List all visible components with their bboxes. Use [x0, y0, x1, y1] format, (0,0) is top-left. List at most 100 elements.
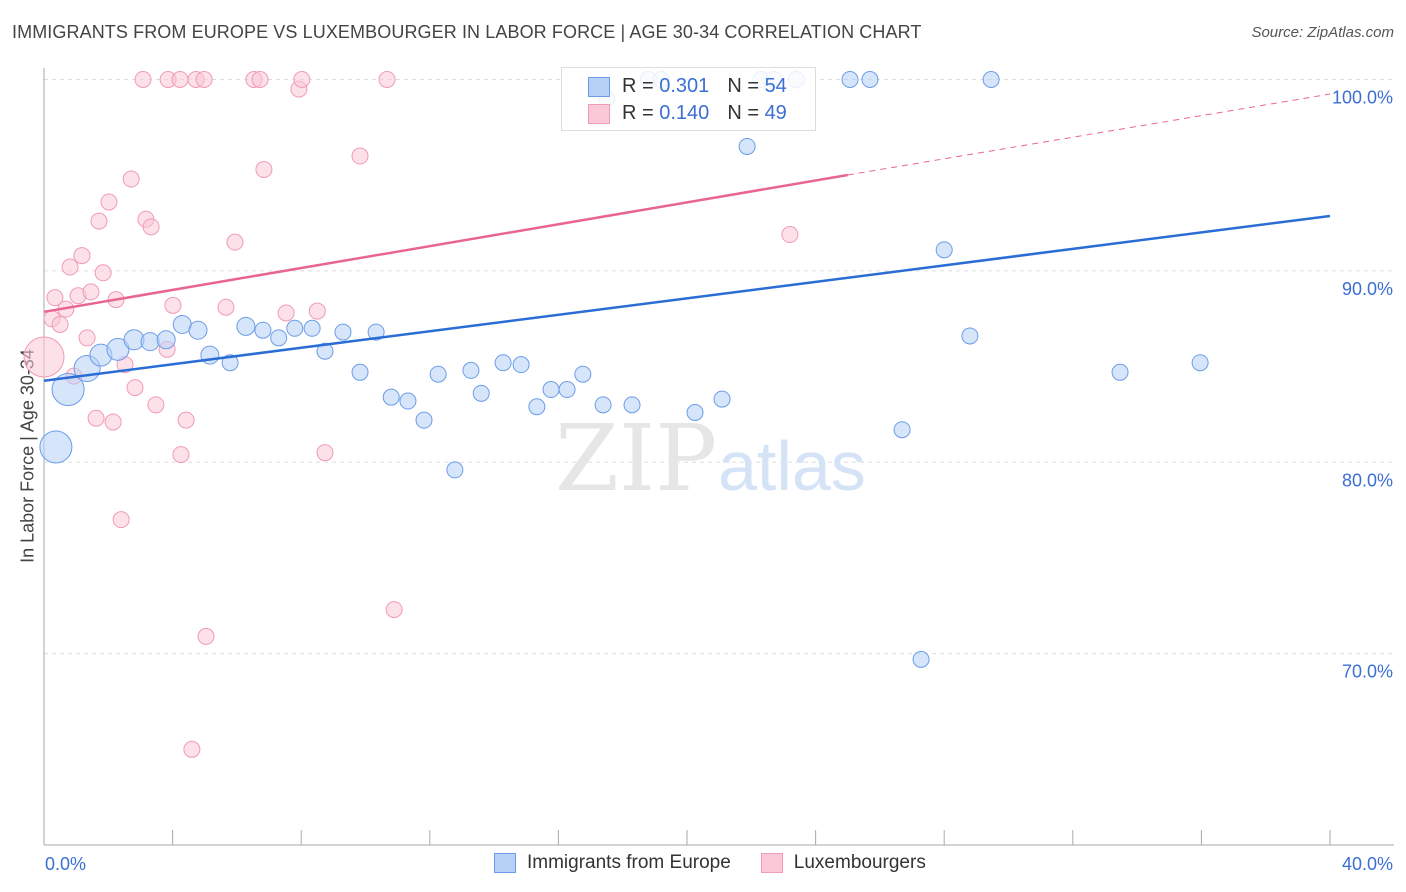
europe-point — [686, 403, 704, 421]
luxembourger-point — [293, 71, 311, 88]
europe-point — [494, 354, 512, 372]
europe-point — [39, 430, 73, 464]
luxembourger-point — [781, 226, 799, 244]
luxembourger-point — [177, 411, 195, 429]
r-label: R = — [622, 75, 654, 97]
europe-point — [429, 365, 447, 383]
europe-point — [893, 421, 911, 439]
europe-point — [912, 650, 930, 668]
luxembourger-trend-extension — [847, 93, 1331, 176]
luxembourger-point — [195, 71, 213, 88]
x-tick-label: 40.0% — [1342, 854, 1393, 874]
europe-point — [415, 411, 433, 429]
europe-point — [286, 319, 304, 337]
europe-point — [156, 330, 176, 350]
y-tick-label: 100.0% — [1332, 88, 1393, 108]
luxembourger-point — [82, 283, 100, 301]
europe-point — [140, 332, 160, 352]
europe-point — [982, 71, 1000, 88]
europe-point — [594, 396, 612, 414]
legend-swatch-europe — [494, 853, 516, 873]
luxembourger-point — [78, 329, 96, 347]
luxembourger-point — [147, 396, 165, 414]
n-label: N = — [727, 102, 759, 124]
chart-title: IMMIGRANTS FROM EUROPE VS LUXEMBOURGER I… — [12, 22, 922, 42]
legend-swatch-luxembourgers — [760, 853, 783, 873]
europe-point — [738, 137, 756, 155]
luxembourger-point — [171, 71, 189, 88]
r-value-luxembourgers: 0.140 — [659, 102, 710, 124]
luxembourger-point — [251, 71, 269, 88]
europe-point — [51, 373, 85, 407]
luxembourger-point — [122, 170, 140, 188]
y-tick-label: 70.0% — [1342, 662, 1393, 682]
luxembourger-point — [100, 193, 118, 211]
europe-trend-line — [43, 214, 1331, 382]
luxembourger-point — [126, 379, 144, 397]
europe-point — [303, 319, 321, 337]
luxembourger-point — [255, 160, 273, 178]
europe-point — [512, 356, 530, 374]
n-value-europe: 54 — [764, 75, 787, 97]
luxembourger-point — [104, 413, 122, 431]
luxembourger-trend-line — [43, 173, 848, 314]
europe-point — [558, 381, 576, 399]
europe-point — [935, 241, 953, 259]
luxembourger-point — [351, 147, 369, 165]
europe-point — [382, 388, 400, 406]
legend-row-europe: R = 0.301 N = 54 — [588, 75, 787, 98]
europe-point — [574, 365, 592, 383]
chart-source: Source: ZipAtlas.com — [1251, 24, 1394, 41]
europe-point — [542, 381, 560, 399]
legend-label-europe: Immigrants from Europe — [527, 852, 731, 873]
europe-point — [188, 320, 208, 340]
europe-point — [462, 361, 480, 379]
luxembourger-point — [308, 302, 326, 320]
europe-point — [334, 323, 352, 341]
luxembourger-point — [277, 304, 295, 322]
europe-point — [446, 461, 464, 479]
europe-point — [472, 384, 490, 402]
europe-point — [254, 321, 272, 339]
luxembourger-point — [23, 336, 65, 378]
luxembourger-point — [87, 409, 105, 427]
watermark: atlas — [718, 427, 866, 505]
y-tick-label: 80.0% — [1342, 470, 1393, 490]
luxembourger-point — [385, 601, 403, 619]
legend-swatch-europe — [588, 76, 610, 97]
europe-point — [106, 337, 130, 361]
r-label: R = — [622, 102, 654, 124]
europe-point — [861, 71, 879, 88]
luxembourger-point — [112, 511, 130, 529]
legend-label-luxembourgers: Luxembourgers — [793, 852, 926, 873]
series-legend: Immigrants from Europe Luxembourgers — [494, 852, 926, 874]
luxembourger-point — [316, 444, 334, 462]
n-label: N = — [727, 75, 759, 97]
luxembourger-point — [94, 264, 112, 282]
luxembourger-point — [197, 627, 215, 645]
europe-point — [1191, 354, 1209, 372]
watermark: ZIP — [555, 405, 717, 512]
europe-point — [713, 390, 731, 408]
europe-point — [1111, 363, 1129, 381]
europe-point — [236, 316, 256, 336]
legend-swatch-luxembourgers — [588, 103, 610, 124]
x-tick-label: 0.0% — [45, 854, 86, 874]
luxembourger-point — [142, 218, 160, 236]
europe-point — [841, 71, 859, 88]
luxembourger-point — [378, 71, 396, 88]
n-value-luxembourgers: 49 — [764, 102, 787, 124]
luxembourger-point — [134, 71, 152, 88]
legend-row-luxembourgers: R = 0.140 N = 49 — [588, 102, 787, 125]
correlation-legend: R = 0.301 N = 54 R = 0.140 N = 49 — [561, 67, 816, 131]
luxembourger-point — [226, 233, 244, 251]
r-value-europe: 0.301 — [659, 75, 710, 97]
luxembourger-point — [183, 740, 201, 758]
luxembourger-point — [172, 446, 190, 464]
luxembourger-point — [73, 247, 91, 265]
luxembourger-point — [164, 296, 182, 314]
europe-point — [367, 323, 385, 341]
europe-point — [270, 329, 288, 347]
europe-point — [623, 396, 641, 414]
